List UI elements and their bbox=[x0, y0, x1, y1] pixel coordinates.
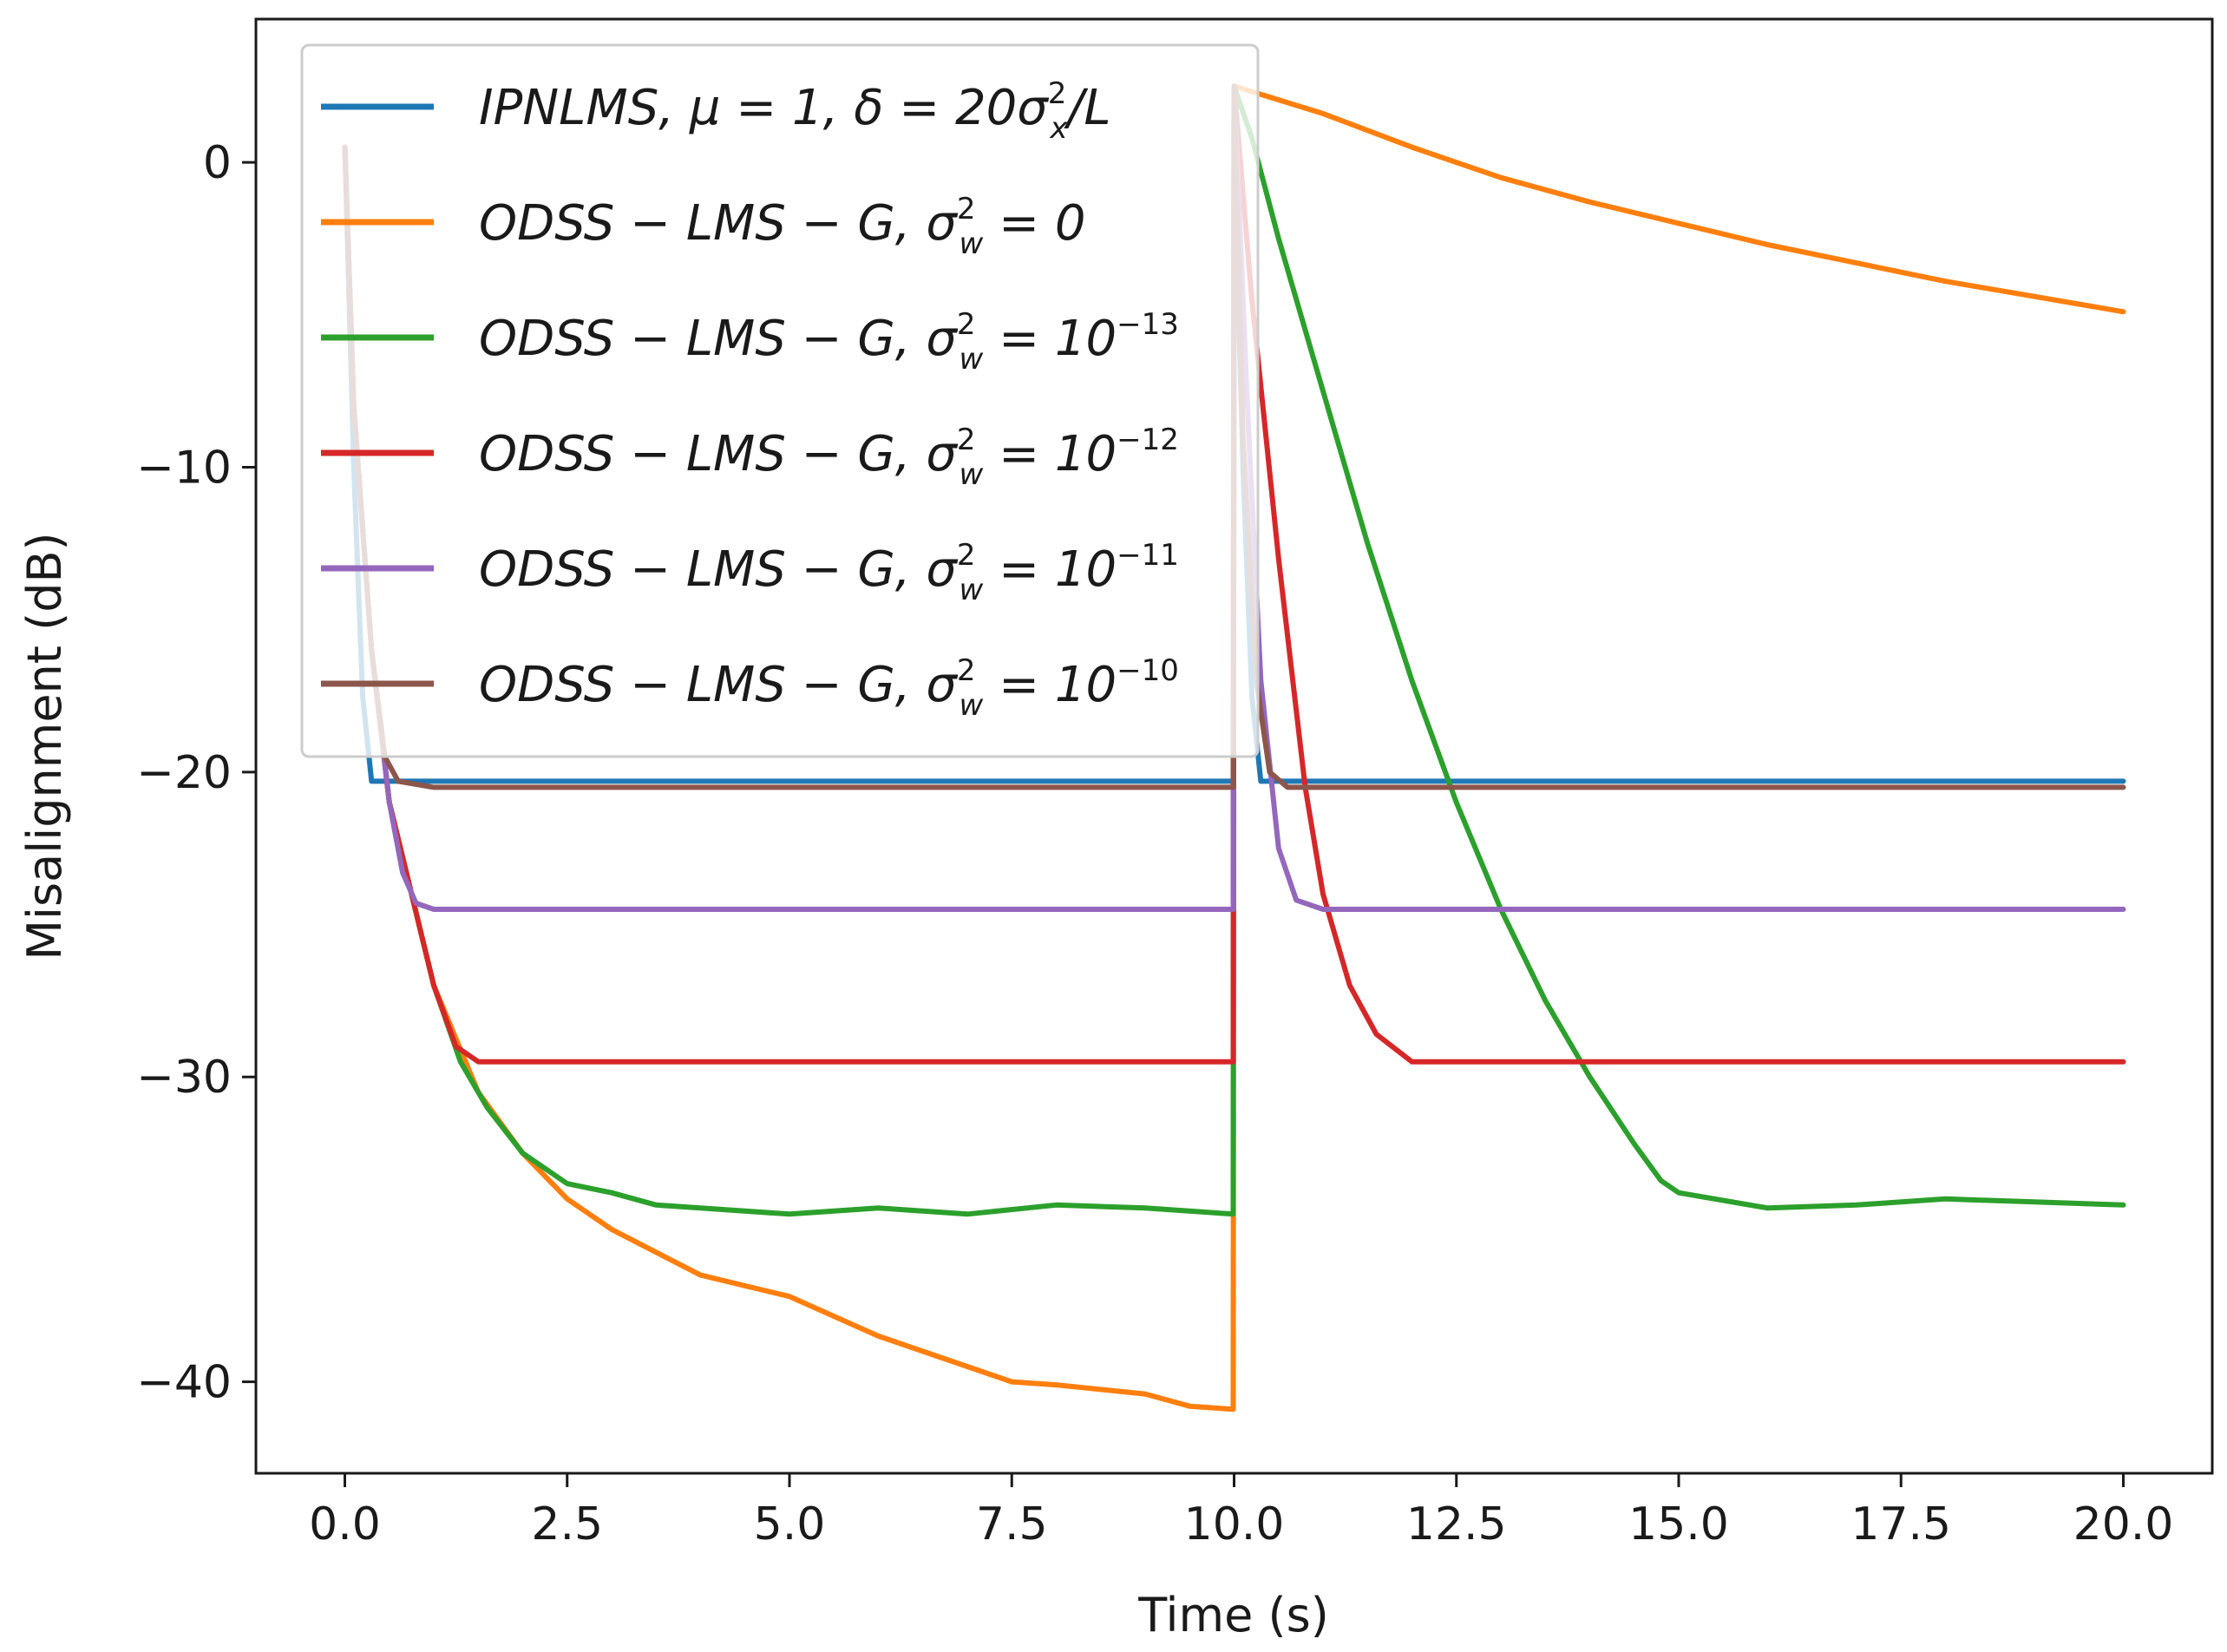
y-tick-label: 0 bbox=[203, 137, 232, 189]
legend-label: IPNLMS, μ = 1, δ = 20σ2 x/L bbox=[479, 76, 1111, 146]
legend-item: IPNLMS, μ = 1, δ = 20σ2 x/L bbox=[321, 76, 1111, 146]
legend-item: ODSS − LMS − G, σ2 w = 0 bbox=[321, 192, 1086, 261]
x-tick-label: 0.0 bbox=[309, 1498, 381, 1550]
x-axis: 0.0 2.5 5.0 7.5 10.0 12.5 15.0 17.5 20.0 bbox=[309, 1473, 2173, 1550]
x-axis-label: Time (s) bbox=[1137, 1588, 1329, 1642]
legend-label: ODSS − LMS − G, σ2 w = 10−13 bbox=[479, 307, 1179, 377]
y-axis-label: Misalignment (dB) bbox=[17, 532, 72, 960]
series-line-3 bbox=[342, 83, 2126, 1217]
y-tick-label: −10 bbox=[136, 442, 232, 495]
y-tick-label: −30 bbox=[136, 1052, 232, 1104]
x-tick-label: 7.5 bbox=[976, 1498, 1048, 1550]
y-axis: 0 −10 −20 −30 −40 bbox=[136, 137, 256, 1409]
legend: IPNLMS, μ = 1, δ = 20σ2 x/L ODSS − LMS − G… bbox=[300, 43, 1260, 758]
legend-item: ODSS − LMS − G, σ2 w = 10−13 bbox=[321, 307, 1179, 377]
x-tick-label: 20.0 bbox=[2073, 1498, 2174, 1550]
legend-label: ODSS − LMS − G, σ2 w = 10−10 bbox=[479, 653, 1179, 723]
x-tick-label: 12.5 bbox=[1406, 1498, 1507, 1550]
legend-label: ODSS − LMS − G, σ2 w = 10−11 bbox=[479, 538, 1179, 607]
x-tick-label: 17.5 bbox=[1850, 1498, 1951, 1550]
legend-item: ODSS − LMS − G, σ2 w = 10−10 bbox=[321, 653, 1179, 723]
y-tick-label: −20 bbox=[136, 747, 232, 799]
legend-label: ODSS − LMS − G, σ2 w = 10−12 bbox=[479, 423, 1179, 492]
series-line-5 bbox=[342, 83, 2126, 912]
legend-box bbox=[300, 43, 1260, 758]
legend-label: ODSS − LMS − G, σ2 w = 0 bbox=[479, 192, 1086, 261]
x-tick-label: 2.5 bbox=[531, 1498, 603, 1550]
legend-item: ODSS − LMS − G, σ2 w = 10−11 bbox=[321, 538, 1179, 607]
y-tick-label: −40 bbox=[136, 1357, 232, 1409]
x-tick-label: 15.0 bbox=[1628, 1498, 1729, 1550]
legend-item: ODSS − LMS − G, σ2 w = 10−12 bbox=[321, 423, 1179, 492]
x-tick-label: 10.0 bbox=[1184, 1498, 1285, 1550]
x-tick-label: 5.0 bbox=[754, 1498, 826, 1550]
